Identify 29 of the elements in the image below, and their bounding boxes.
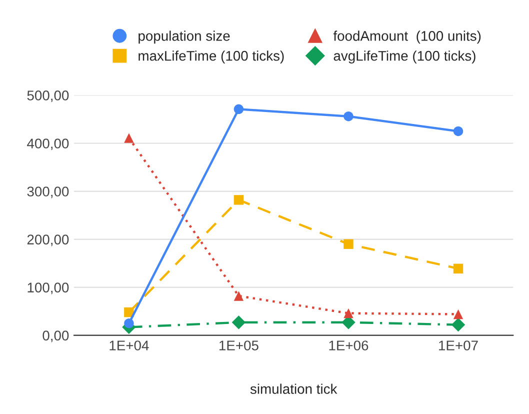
point bbox=[451, 318, 466, 332]
point bbox=[124, 318, 134, 328]
x-tick-label: 1E+06 bbox=[329, 340, 368, 350]
point bbox=[453, 309, 464, 320]
legend-label: population size bbox=[138, 30, 230, 44]
point bbox=[234, 195, 244, 205]
y-tick-label: 400,00 bbox=[27, 138, 69, 150]
x-tick-label: 1E+07 bbox=[439, 340, 478, 350]
point bbox=[124, 133, 134, 143]
point bbox=[453, 264, 464, 274]
point bbox=[124, 307, 134, 318]
y-tick-label: 100,00 bbox=[28, 282, 69, 294]
point bbox=[453, 126, 464, 136]
point bbox=[232, 316, 246, 330]
legend-label: maxLifeTime (100 ticks) bbox=[138, 50, 284, 64]
y-tick-label: 300,00 bbox=[27, 186, 69, 198]
point bbox=[344, 111, 354, 122]
legend-label: foodAmount (100 units) bbox=[333, 30, 481, 44]
legend-label: avgLifeTime (100 ticks) bbox=[334, 50, 476, 64]
y-tick-label: 500,00 bbox=[27, 90, 69, 102]
y-tick-label: 200,00 bbox=[27, 234, 69, 246]
point bbox=[344, 239, 354, 249]
x-tick-label: 1E+04 bbox=[110, 340, 149, 350]
point bbox=[234, 104, 244, 114]
x-tick-label: 1E+05 bbox=[219, 340, 258, 350]
point bbox=[234, 291, 244, 301]
point bbox=[344, 308, 354, 318]
x-axis-title: simulation tick bbox=[250, 384, 338, 394]
y-tick-label: 0,00 bbox=[42, 330, 69, 342]
